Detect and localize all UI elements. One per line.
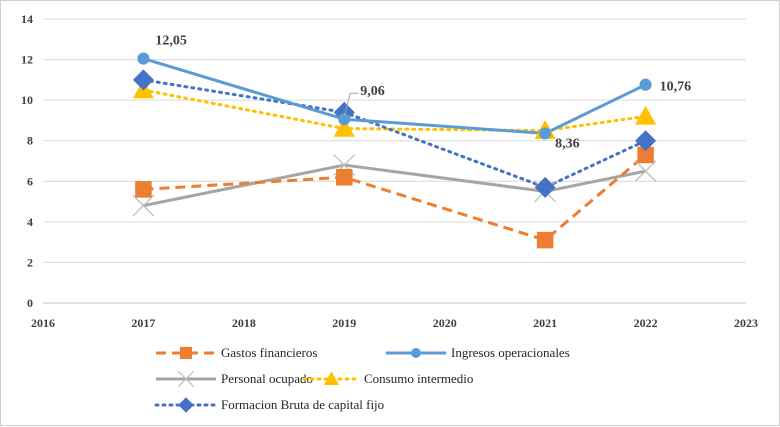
data-point bbox=[137, 52, 150, 65]
legend-label: Ingresos operacionales bbox=[451, 345, 570, 360]
data-point bbox=[536, 231, 554, 249]
legend-marker bbox=[411, 348, 421, 358]
data-point bbox=[534, 176, 556, 198]
series-line-0 bbox=[143, 153, 647, 242]
x-tick-label: 2021 bbox=[533, 316, 557, 330]
data-point bbox=[132, 194, 155, 217]
legend-label: Personal ocupado bbox=[221, 371, 313, 386]
data-label: 10,76 bbox=[660, 80, 692, 95]
x-tick-label: 2016 bbox=[31, 316, 55, 330]
data-point bbox=[635, 105, 657, 125]
data-point bbox=[336, 168, 353, 186]
legend-marker bbox=[178, 397, 194, 413]
data-point bbox=[132, 69, 154, 91]
legend-label: Consumo intermedio bbox=[364, 371, 473, 386]
data-point bbox=[639, 78, 652, 91]
data-point bbox=[539, 127, 552, 140]
legend-marker bbox=[177, 370, 195, 388]
series-line-2 bbox=[143, 163, 646, 208]
data-point bbox=[634, 160, 657, 183]
x-tick-label: 2023 bbox=[734, 316, 758, 330]
y-tick-label: 6 bbox=[27, 174, 33, 188]
data-label: 8,36 bbox=[555, 136, 580, 151]
data-label: 9,06 bbox=[360, 84, 385, 99]
data-point bbox=[635, 130, 657, 152]
series-line-3 bbox=[141, 88, 648, 133]
data-label: 12,05 bbox=[155, 34, 187, 49]
y-tick-label: 10 bbox=[21, 93, 33, 107]
data-point bbox=[338, 113, 351, 126]
x-tick-label: 2019 bbox=[332, 316, 356, 330]
data-point bbox=[637, 146, 654, 164]
series-line-1 bbox=[142, 57, 647, 135]
x-tick-label: 2022 bbox=[634, 316, 658, 330]
x-tick-label: 2018 bbox=[232, 316, 256, 330]
data-point bbox=[333, 118, 355, 137]
legend-label: Gastos financieros bbox=[221, 345, 317, 360]
y-tick-label: 4 bbox=[27, 215, 33, 229]
data-label-leader bbox=[343, 92, 359, 117]
data-point bbox=[135, 181, 152, 198]
legend-marker bbox=[323, 371, 340, 386]
legend-label: Formacion Bruta de capital fijo bbox=[221, 397, 384, 412]
x-tick-label: 2020 bbox=[433, 316, 457, 330]
y-tick-label: 12 bbox=[21, 53, 33, 67]
y-tick-label: 2 bbox=[27, 255, 33, 269]
y-tick-label: 14 bbox=[21, 12, 33, 26]
legend-marker bbox=[179, 346, 193, 360]
series-line-4 bbox=[141, 78, 648, 189]
x-tick-label: 2017 bbox=[131, 316, 155, 330]
y-tick-label: 8 bbox=[27, 134, 33, 148]
y-tick-label: 0 bbox=[27, 296, 33, 310]
